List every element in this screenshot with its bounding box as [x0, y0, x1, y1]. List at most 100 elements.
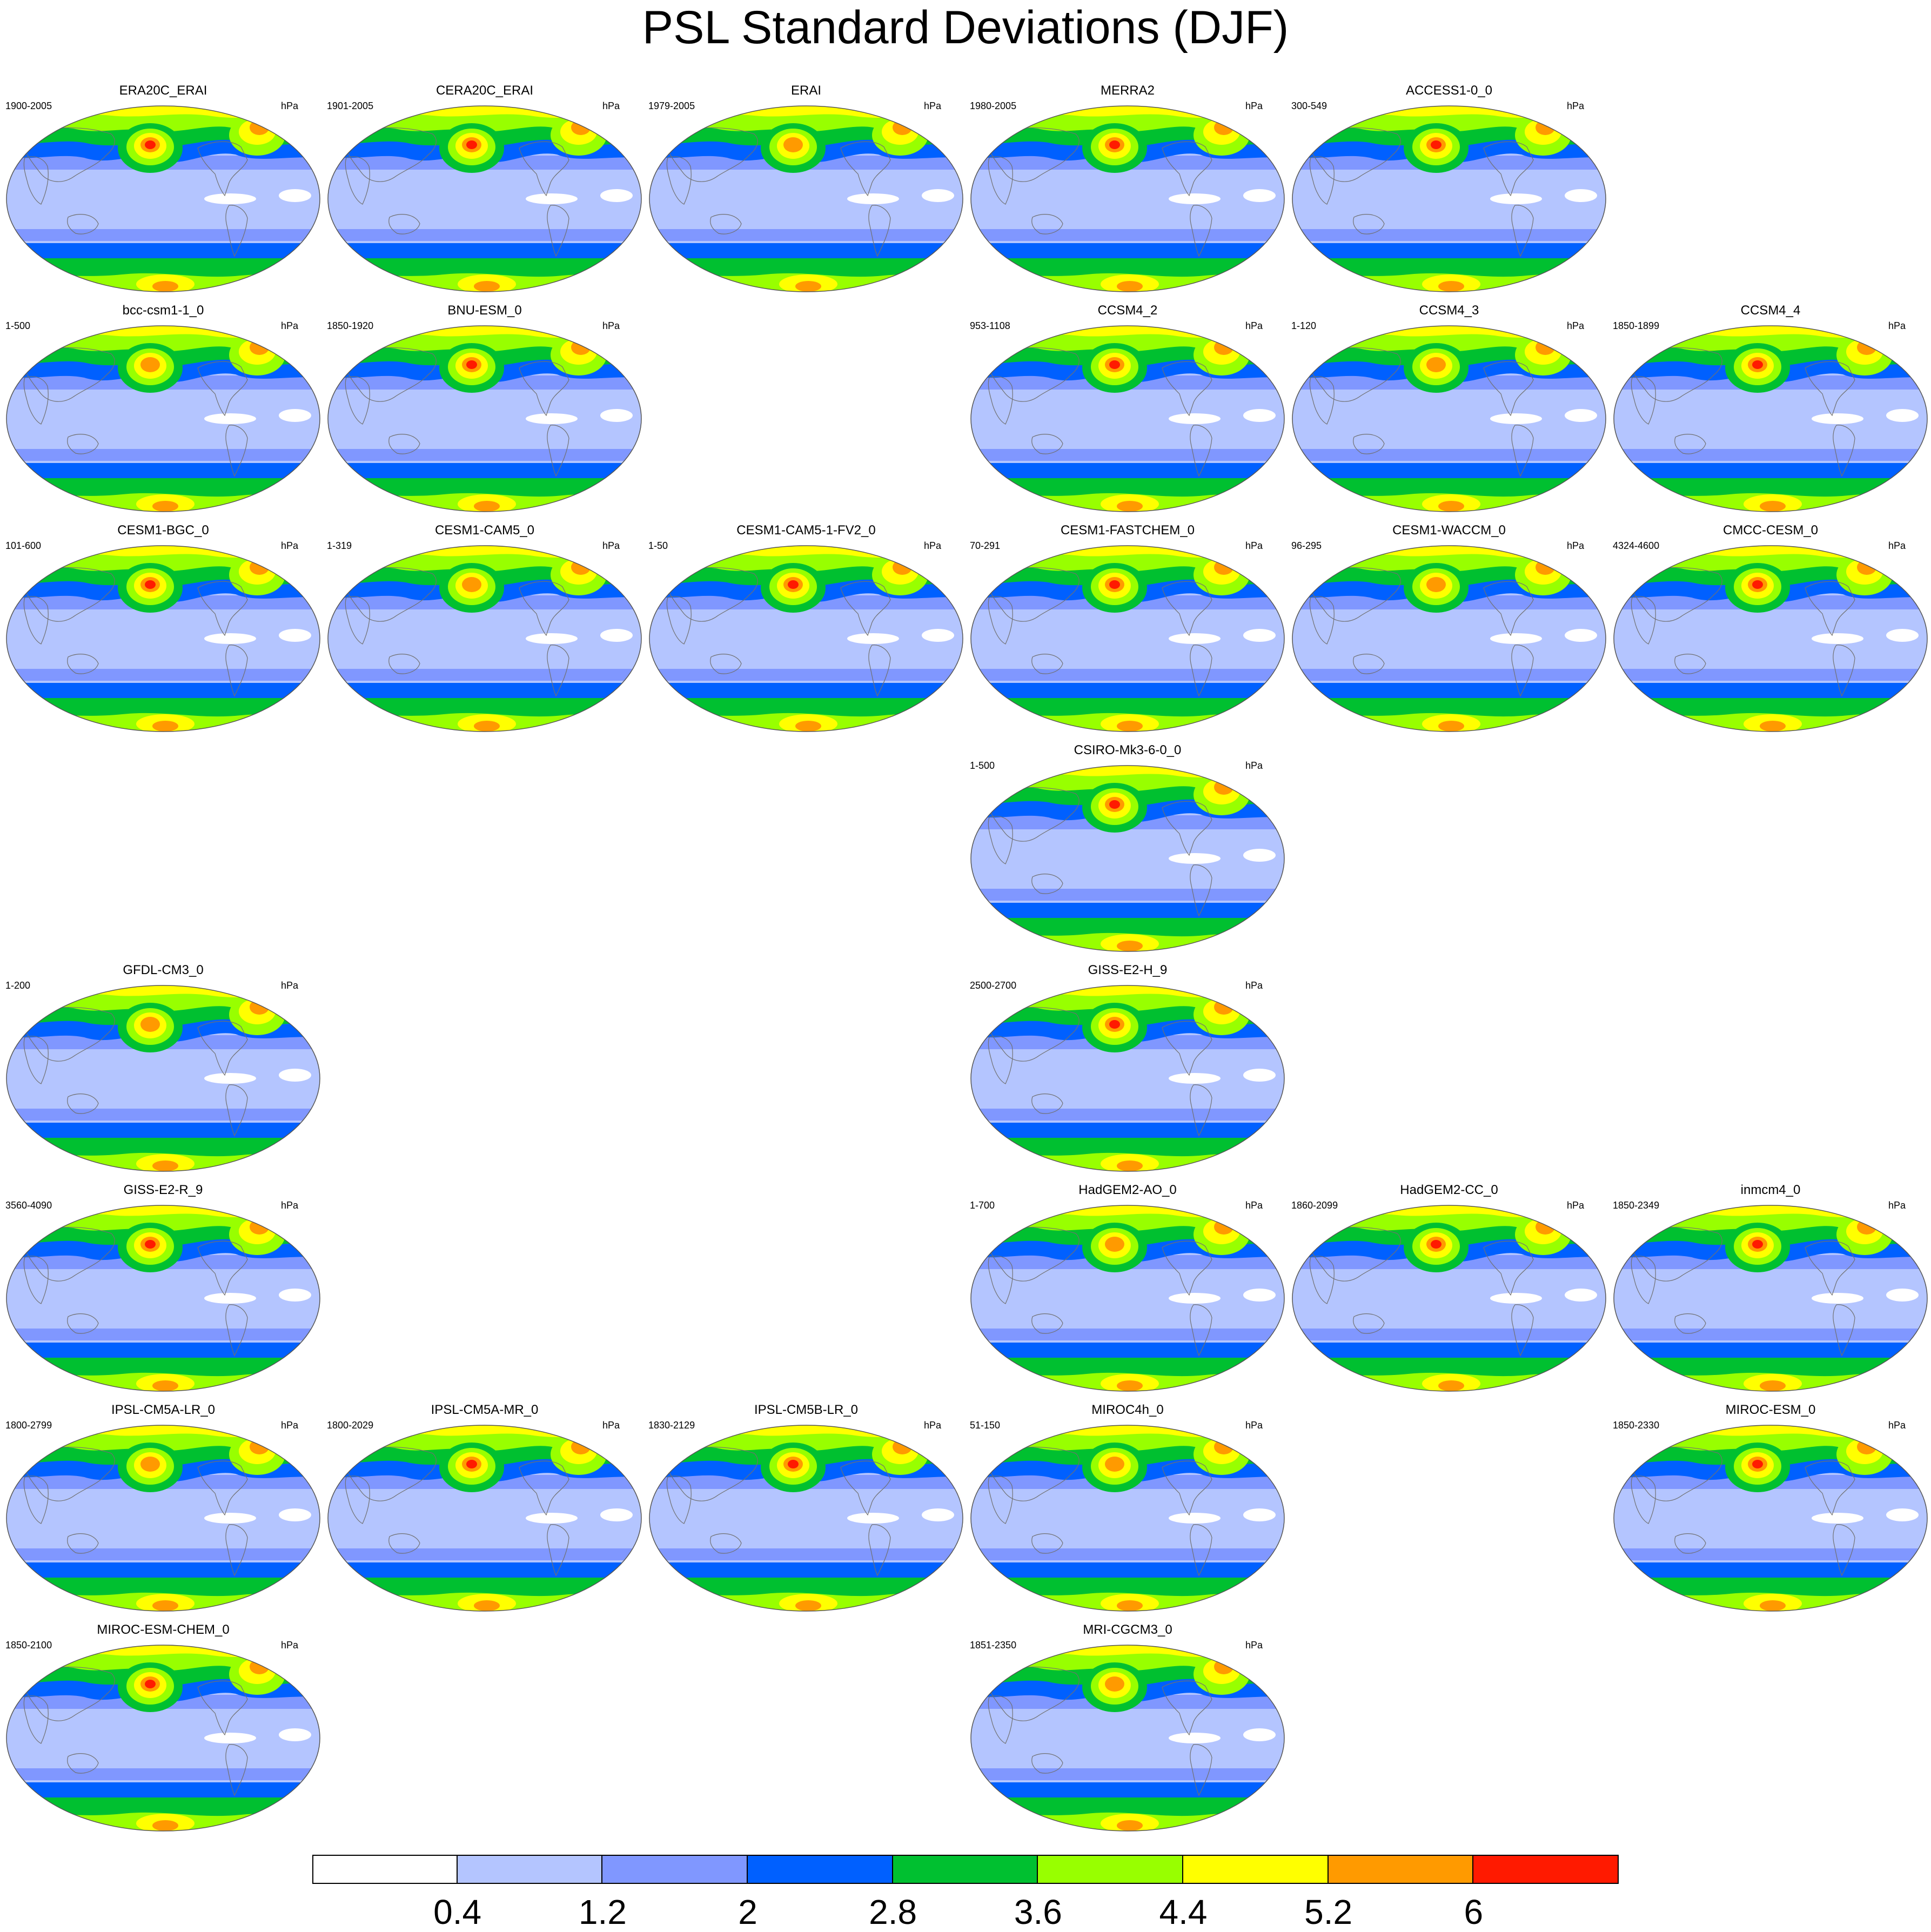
panel-years: 300-549 [1291, 100, 1327, 111]
panel-units: hPa [1245, 1640, 1263, 1651]
psl-contour-map [649, 105, 963, 292]
panel-units: hPa [602, 540, 620, 551]
psl-contour-map [6, 985, 320, 1172]
panel-years: 1900-2005 [5, 100, 52, 111]
psl-contour-map [970, 1205, 1285, 1392]
map-panel: HadGEM2-CC_0 1860-2099 hPa [1289, 1179, 1609, 1396]
panel-title: MRI-CGCM3_0 [1083, 1622, 1172, 1637]
panel-years: 1980-2005 [970, 100, 1017, 111]
psl-contour-map [6, 1425, 320, 1612]
panel-years: 1-500 [5, 320, 31, 331]
map-panel: CMCC-CESM_0 4324-4600 hPa [1611, 520, 1930, 736]
panel-years: 1901-2005 [327, 100, 374, 111]
panel-units: hPa [1888, 1420, 1906, 1431]
colorbar-swatch [602, 1855, 748, 1884]
psl-contour-map [970, 1645, 1285, 1832]
panel-units: hPa [1245, 320, 1263, 331]
panel-title: MIROC-ESM_0 [1725, 1403, 1816, 1417]
psl-contour-map [327, 545, 642, 732]
panel-years: 1860-2099 [1291, 1200, 1338, 1211]
panel-units: hPa [280, 1200, 298, 1211]
psl-contour-map [649, 1425, 963, 1612]
panel-years: 953-1108 [970, 320, 1010, 331]
panel-title: CCSM4_2 [1097, 303, 1158, 318]
panel-title: IPSL-CM5A-MR_0 [431, 1403, 539, 1417]
psl-contour-map [327, 105, 642, 292]
panel-years: 1800-2799 [5, 1420, 52, 1431]
map-panel: BNU-ESM_0 1850-1920 hPa [325, 300, 645, 516]
panel-title: MIROC-ESM-CHEM_0 [97, 1622, 230, 1637]
panel-units: hPa [1245, 1420, 1263, 1431]
panel-title: MIROC4h_0 [1091, 1403, 1164, 1417]
map-panel: GISS-E2-R_9 3560-4090 hPa [3, 1179, 323, 1396]
panel-title: CESM1-CAM5_0 [434, 523, 535, 538]
psl-contour-map [1613, 325, 1928, 512]
panel-years: 2500-2700 [970, 980, 1017, 991]
psl-contour-map [970, 105, 1285, 292]
panel-years: 1-319 [327, 540, 352, 551]
psl-contour-map [327, 1425, 642, 1612]
colorbar-tick-label: 1.2 [578, 1893, 627, 1931]
psl-contour-map [970, 765, 1285, 952]
map-panel: CESM1-BGC_0 101-600 hPa [3, 520, 323, 736]
colorbar-tick-label: 4.4 [1159, 1893, 1208, 1931]
panel-title: GFDL-CM3_0 [123, 963, 204, 977]
panel-title: HadGEM2-CC_0 [1400, 1183, 1498, 1197]
map-panel: MERRA2 1980-2005 hPa [968, 80, 1288, 296]
panel-years: 1850-1899 [1613, 320, 1660, 331]
panel-title: IPSL-CM5B-LR_0 [754, 1403, 859, 1417]
panel-units: hPa [1245, 100, 1263, 111]
map-panel: CCSM4_2 953-1108 hPa [968, 300, 1288, 516]
panel-title: bcc-csm1-1_0 [122, 303, 204, 318]
panel-years: 1830-2129 [648, 1420, 695, 1431]
panel-title: CMCC-CESM_0 [1722, 523, 1818, 538]
psl-contour-map [970, 1425, 1285, 1612]
psl-contour-map [6, 325, 320, 512]
psl-contour-map [1292, 325, 1606, 512]
panel-units: hPa [280, 1640, 298, 1651]
psl-contour-map [1613, 545, 1928, 732]
map-panel: CSIRO-Mk3-6-0_0 1-500 hPa [968, 740, 1288, 956]
panel-units: hPa [280, 1420, 298, 1431]
panel-years: 1-200 [5, 980, 31, 991]
panel-title: inmcm4_0 [1740, 1183, 1801, 1197]
panel-units: hPa [602, 320, 620, 331]
panel-title: MERRA2 [1100, 83, 1155, 98]
panel-title: CESM1-FASTCHEM_0 [1060, 523, 1195, 538]
colorbar-swatch [1328, 1855, 1474, 1884]
panel-title: ERAI [790, 83, 821, 98]
panel-title: BNU-ESM_0 [447, 303, 522, 318]
map-panel: CESM1-CAM5-1-FV2_0 1-50 hPa [646, 520, 966, 736]
panel-title: CESM1-BGC_0 [117, 523, 209, 538]
panel-years: 1-500 [970, 760, 995, 771]
colorbar-tick-label: 0.4 [433, 1893, 482, 1931]
colorbar-tick-label: 5.2 [1304, 1893, 1353, 1931]
panel-years: 1979-2005 [648, 100, 695, 111]
panel-units: hPa [923, 540, 941, 551]
map-panel: GISS-E2-H_9 2500-2700 hPa [968, 960, 1288, 1176]
map-panel: MIROC-ESM_0 1850-2330 hPa [1611, 1399, 1930, 1615]
colorbar-tick-label: 2.8 [869, 1893, 917, 1931]
psl-contour-map [649, 545, 963, 732]
panel-units: hPa [602, 100, 620, 111]
panel-units: hPa [1566, 1200, 1584, 1211]
psl-contour-map [6, 1205, 320, 1392]
panel-title: HadGEM2-AO_0 [1078, 1183, 1177, 1197]
colorbar-tick-label: 2 [738, 1893, 757, 1931]
panel-years: 1850-2330 [1613, 1420, 1660, 1431]
panel-title: GISS-E2-H_9 [1088, 963, 1168, 977]
panel-years: 101-600 [5, 540, 42, 551]
panel-years: 51-150 [970, 1420, 1001, 1431]
panel-years: 1800-2029 [327, 1420, 374, 1431]
colorbar-swatch [1038, 1855, 1183, 1884]
psl-contour-map [6, 105, 320, 292]
map-panel: CERA20C_ERAI 1901-2005 hPa [325, 80, 645, 296]
panel-years: 1850-2100 [5, 1640, 52, 1651]
psl-contour-map [970, 325, 1285, 512]
panel-units: hPa [923, 1420, 941, 1431]
panel-units: hPa [1245, 540, 1263, 551]
map-panel: MIROC4h_0 51-150 hPa [968, 1399, 1288, 1615]
panel-years: 1-50 [648, 540, 668, 551]
panel-units: hPa [1245, 1200, 1263, 1211]
panel-units: hPa [280, 980, 298, 991]
